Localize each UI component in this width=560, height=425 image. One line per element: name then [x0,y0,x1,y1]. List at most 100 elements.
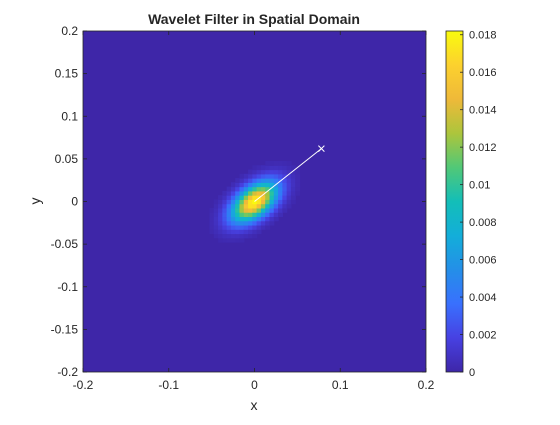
heatmap-cell [213,233,219,239]
heatmap-cell [218,203,223,209]
x-tick-label: 0.1 [332,378,349,392]
heatmap-cell [248,182,253,188]
heatmap-cell [230,237,236,243]
heatmap-cell [248,173,253,179]
heatmap-cell [209,207,215,213]
orientation-line [254,148,322,202]
heatmap-cell [286,203,292,209]
heatmap-cell [256,207,262,213]
heatmap-cell [222,199,228,205]
heatmap-cell [252,165,258,171]
heatmap-cell [295,173,301,179]
heatmap-cell [282,182,288,188]
heatmap-cell [282,165,288,171]
heatmap-cell [252,224,258,230]
heatmap-cell [278,212,283,218]
heatmap-cell [243,207,249,213]
heatmap-cell [265,161,271,166]
heatmap-cell [295,182,301,188]
heatmap-cell [295,169,301,175]
x-tick-label: 0.2 [418,378,435,392]
heatmap-cell [243,178,249,183]
heatmap-cell [282,199,288,205]
heatmap-cell [256,224,262,230]
heatmap-cell [265,173,271,179]
heatmap-cell [235,178,241,183]
heatmap-cell [260,195,266,200]
heatmap-cell [222,207,228,213]
heatmap-cell [256,178,262,183]
heatmap-cell [295,190,301,196]
heatmap-cell [218,220,223,226]
heatmap-cell [260,169,266,175]
heatmap-cell [252,207,258,213]
heatmap-cell [235,237,241,243]
heatmap-cell [252,220,258,226]
heatmap-cell [222,212,228,218]
heatmap-cell [256,199,262,205]
heatmap-cell [230,229,236,235]
orientation-overlay [254,145,325,202]
heatmap-cell [248,233,253,239]
heatmap-cell [269,186,275,192]
heatmap-cell [273,178,279,183]
heatmap-cell [222,224,228,230]
heatmap-cell [243,199,249,205]
colorbar: 0 0.002 0.004 0.006 0.008 0.01 0.012 0.014 0.016… [445,30,497,379]
heatmap-cell [235,186,241,192]
axes: -0.2 -0.1 0 0.1 0.2 -0.2 -0.15 -0.1 -0.05 0 0.05 0.… [51,24,435,392]
heatmap-cell [260,203,266,209]
colorbar-tick-label: 0 [469,367,475,379]
heatmap-cell [252,203,258,209]
heatmap-cell [230,182,236,188]
heatmap-cell [226,237,232,243]
heatmap-cell [230,233,236,239]
y-axis-label: y [27,198,43,205]
heatmap-cell [239,207,245,213]
heatmap-cell [269,195,275,200]
heatmap-cell [269,165,275,171]
heatmap-cell [222,203,228,209]
heatmap-cell [230,207,236,213]
heatmap-cell [235,182,241,188]
heatmap-cell [243,195,249,200]
heatmap-cell [235,224,241,230]
heatmap-cell [243,186,249,192]
heatmap-cell [248,216,253,222]
heatmap-cell [273,161,279,166]
heatmap-cell [269,173,275,179]
heatmap-cell [222,237,228,243]
heatmap-cell [239,216,245,222]
heatmap-cell [213,203,219,209]
heatmap-cell [256,182,262,188]
orientation-end-marker [318,145,325,152]
heatmap-cell [256,173,262,179]
heatmap-cell [235,220,241,226]
colorbar-tick-label: 0.006 [469,255,497,267]
heatmap-cell [218,199,223,205]
heatmap-cell [222,195,228,200]
heatmap-cell [269,216,275,222]
heatmap-cell [243,233,249,239]
y-tick-label: -0.15 [51,322,79,336]
heatmap-cell [273,216,279,222]
heatmap-cell [282,207,288,213]
heatmap-cell [256,190,262,196]
heatmap-cell [278,173,283,179]
heatmap-cell [260,220,266,226]
heatmap-cell [290,199,296,205]
heatmap-cell [230,199,236,205]
heatmap-cell [226,212,232,218]
heatmap-cell [295,178,301,183]
heatmap-cell [239,224,245,230]
y-tick-label: -0.05 [51,237,79,251]
heatmap-cell [269,161,275,166]
heatmap-cell [290,173,296,179]
heatmap-cell [248,212,253,218]
heatmap-cell [286,190,292,196]
heatmap-cell [230,224,236,230]
heatmap-cell [265,195,271,200]
heatmap-cell [265,207,271,213]
heatmap-cell [248,207,253,213]
